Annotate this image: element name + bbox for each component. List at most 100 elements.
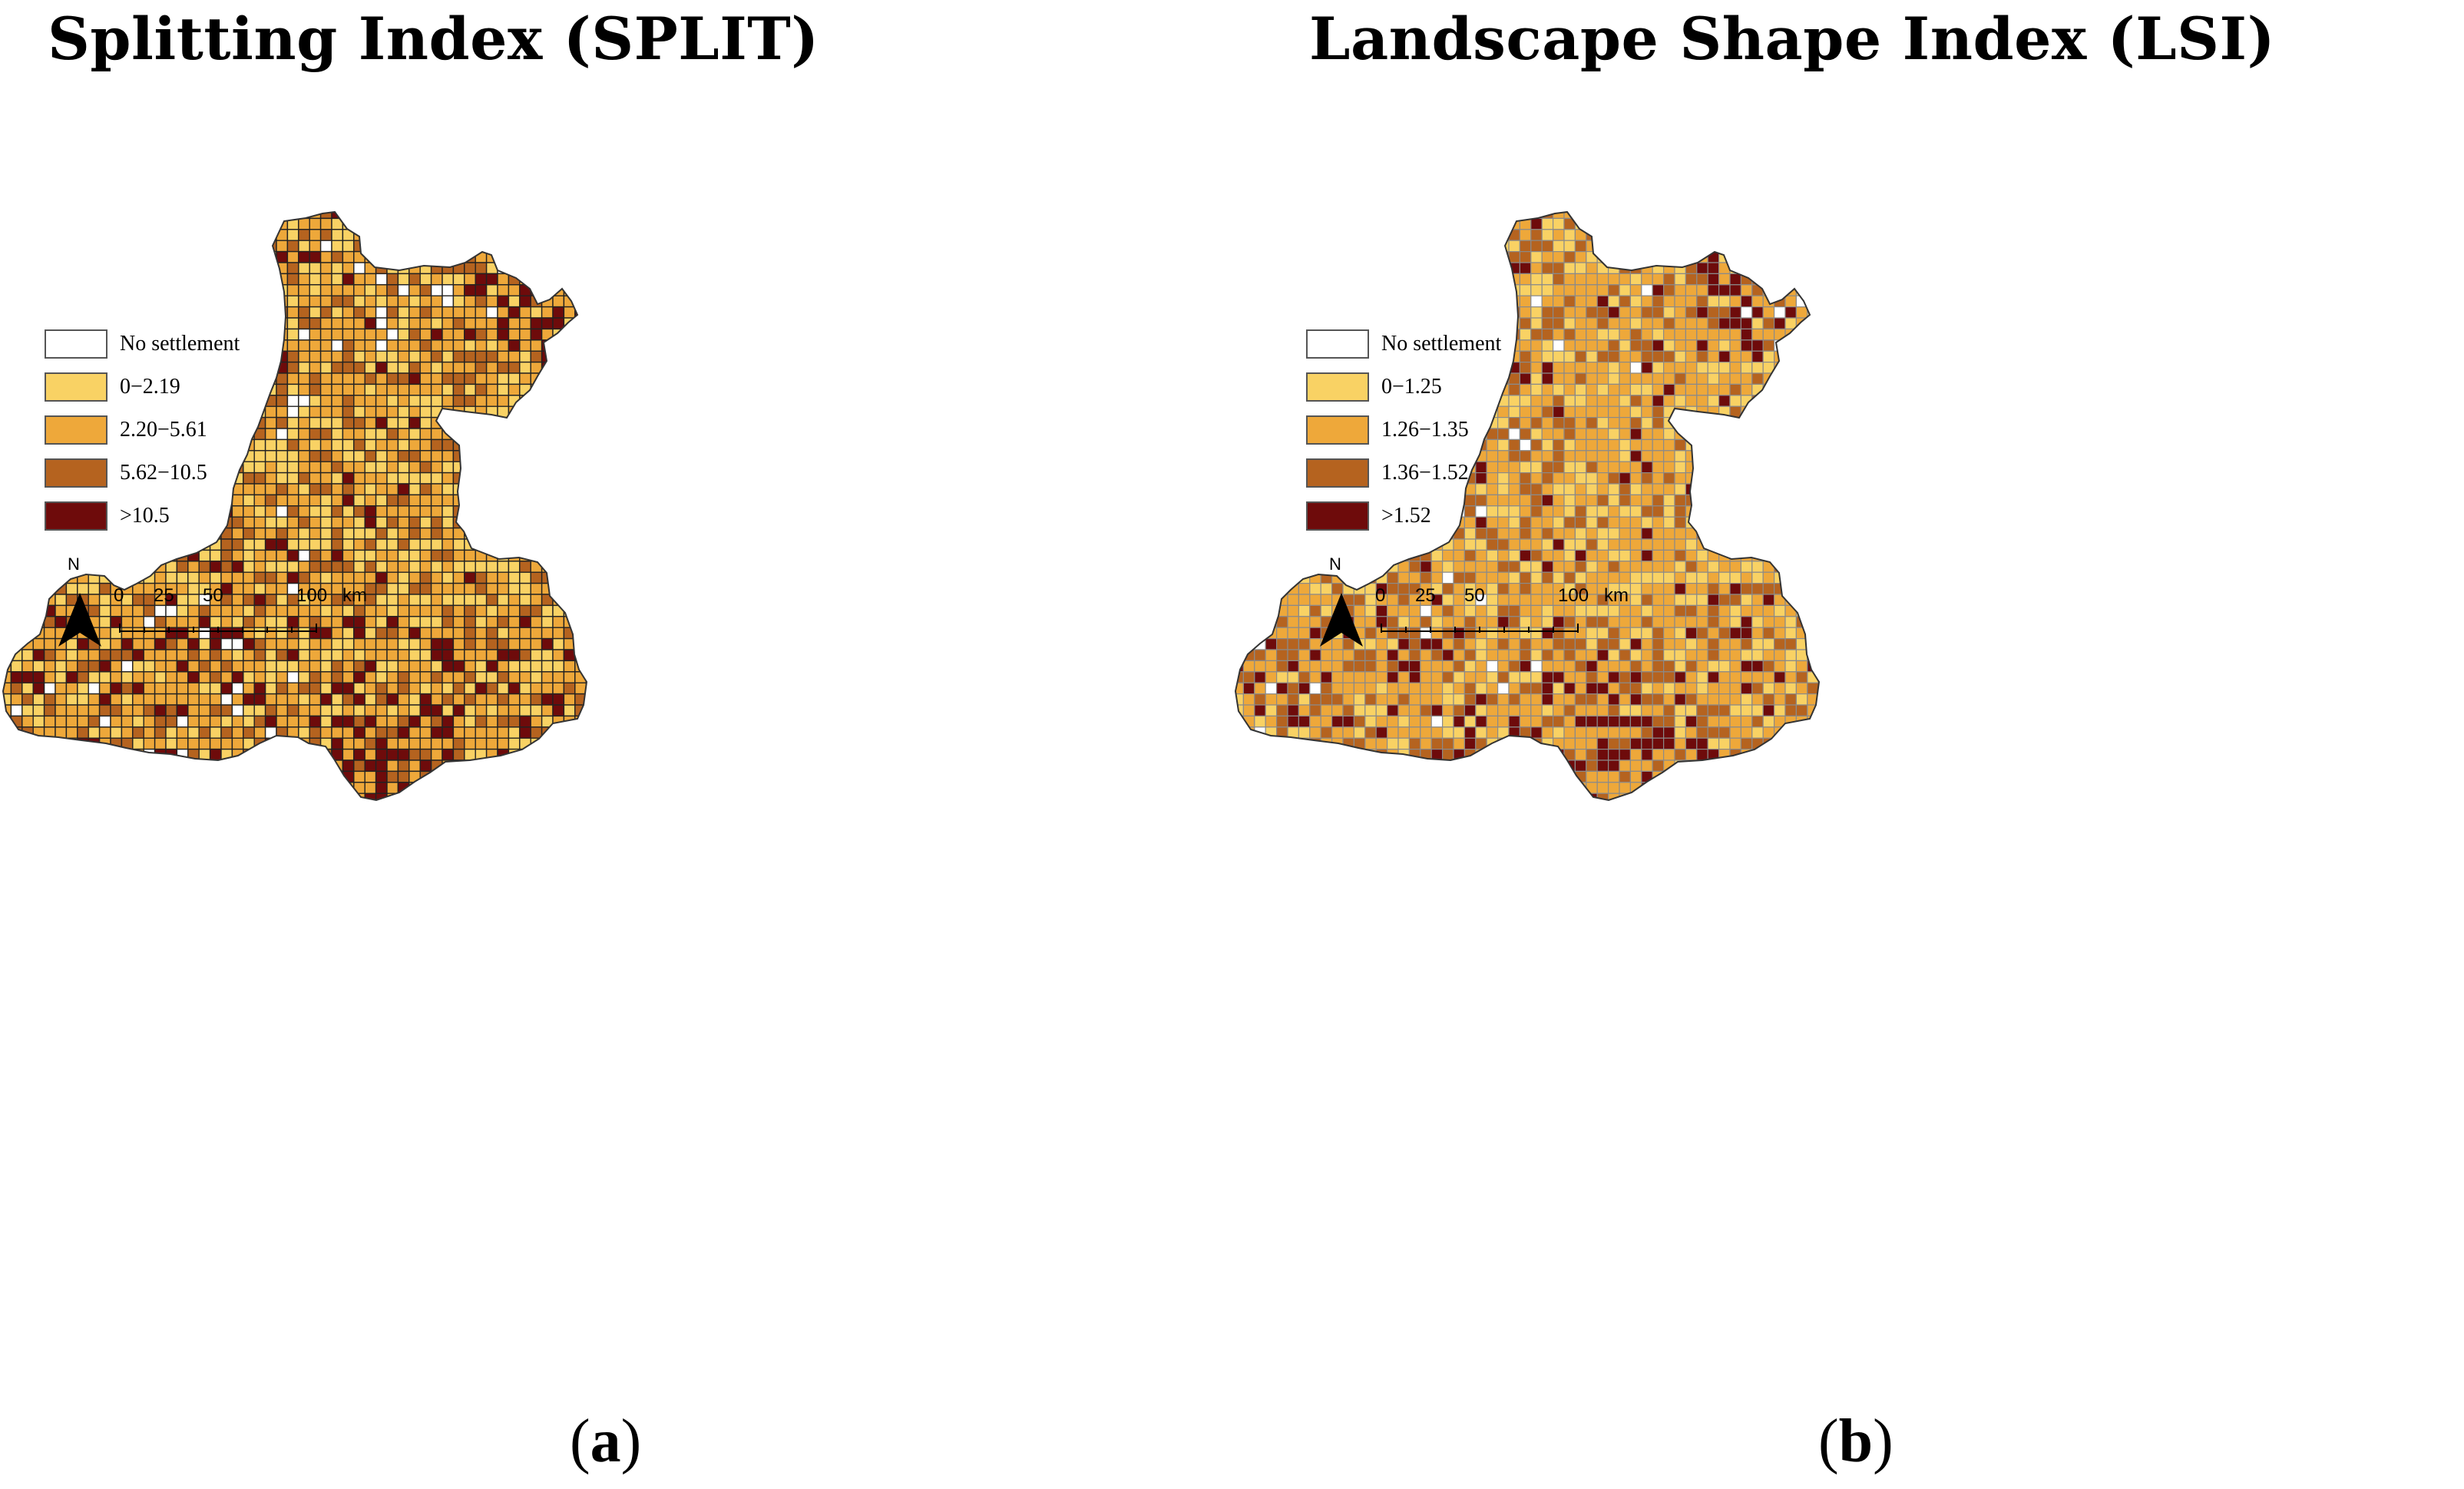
grid-cell — [88, 792, 101, 800]
grid-cell — [1674, 516, 1686, 529]
grid-cell — [419, 693, 432, 706]
grid-cell — [220, 273, 233, 286]
grid-cell — [442, 649, 455, 662]
grid-cell — [3, 627, 12, 640]
grid-cell — [276, 792, 289, 800]
grid-cell — [1707, 594, 1720, 606]
grid-cell — [1364, 284, 1377, 296]
grid-cell — [541, 748, 554, 761]
grid-cell — [541, 212, 554, 220]
grid-cell — [1685, 582, 1698, 595]
grid-cell — [1784, 405, 1797, 419]
grid-cell — [1235, 212, 1244, 219]
grid-cell — [276, 682, 289, 695]
grid-cell — [585, 229, 587, 241]
grid-cell — [452, 682, 465, 695]
grid-cell — [1662, 395, 1675, 407]
grid-cell — [342, 561, 355, 573]
grid-cell — [309, 792, 322, 800]
grid-cell — [1696, 549, 1708, 562]
grid-cell — [309, 217, 322, 230]
grid-cell — [121, 726, 134, 739]
grid-cell — [1563, 450, 1576, 462]
grid-cell — [497, 372, 510, 385]
grid-cell — [331, 627, 344, 640]
grid-cell — [132, 737, 144, 750]
grid-cell — [1619, 395, 1631, 407]
grid-cell — [1530, 328, 1543, 341]
grid-cell — [253, 372, 266, 385]
grid-cell — [1331, 273, 1344, 286]
grid-cell — [298, 660, 310, 673]
grid-cell — [220, 782, 233, 794]
grid-cell — [1254, 372, 1266, 385]
grid-cell — [264, 339, 277, 352]
grid-cell — [1596, 229, 1609, 241]
grid-cell — [1629, 295, 1642, 308]
grid-cell — [1553, 450, 1565, 462]
grid-cell — [1375, 212, 1388, 219]
grid-cell — [1807, 483, 1819, 495]
grid-cell — [1320, 229, 1333, 241]
grid-cell — [3, 438, 12, 452]
grid-cell — [331, 549, 344, 562]
grid-cell — [1298, 561, 1311, 573]
grid-cell — [364, 372, 377, 385]
grid-cell — [331, 273, 344, 286]
grid-cell — [485, 273, 498, 286]
grid-cell — [1420, 240, 1432, 253]
grid-cell — [519, 306, 531, 319]
grid-cell — [375, 395, 388, 407]
grid-cell — [98, 682, 111, 695]
grid-cell — [1817, 295, 1819, 308]
grid-cell — [397, 549, 410, 562]
grid-cell — [375, 782, 388, 794]
grid-cell — [353, 383, 365, 396]
grid-cell — [1530, 217, 1543, 230]
grid-cell — [464, 594, 476, 607]
grid-cell — [563, 472, 576, 485]
grid-cell — [1641, 494, 1653, 507]
grid-cell — [1408, 306, 1421, 319]
grid-cell — [1608, 494, 1620, 507]
grid-cell — [342, 748, 355, 761]
grid-cell — [1342, 538, 1354, 551]
grid-cell — [309, 229, 322, 241]
grid-cell — [563, 428, 576, 441]
grid-cell — [243, 805, 254, 816]
grid-cell — [342, 505, 355, 518]
grid-cell — [1235, 350, 1244, 363]
grid-cell — [11, 805, 21, 816]
grid-cell — [309, 350, 322, 363]
grid-cell — [408, 792, 421, 800]
grid-cell — [110, 671, 123, 683]
grid-cell — [198, 649, 211, 662]
grid-cell — [1242, 450, 1255, 462]
grid-cell — [1541, 461, 1554, 474]
grid-cell — [10, 726, 23, 739]
grid-cell — [1784, 395, 1797, 407]
grid-cell — [276, 328, 289, 341]
grid-cell — [43, 240, 56, 253]
grid-cell — [43, 682, 56, 695]
grid-cell — [1442, 273, 1454, 286]
grid-cell — [574, 549, 587, 562]
grid-cell — [497, 273, 510, 286]
grid-cell — [1751, 295, 1764, 308]
grid-cell — [121, 549, 134, 562]
grid-cell — [253, 250, 266, 263]
grid-cell — [342, 715, 355, 728]
grid-cell — [1652, 438, 1665, 452]
grid-cell — [1508, 240, 1520, 253]
grid-cell — [1807, 461, 1819, 474]
grid-cell — [508, 792, 521, 800]
grid-cell — [1662, 251, 1675, 263]
grid-cell — [1596, 317, 1609, 329]
grid-cell — [452, 250, 465, 263]
grid-cell — [1729, 362, 1741, 374]
grid-cell — [1807, 450, 1819, 462]
grid-cell — [176, 726, 189, 739]
grid-cell — [397, 306, 410, 319]
grid-cell — [530, 250, 543, 263]
grid-cell — [419, 671, 432, 683]
